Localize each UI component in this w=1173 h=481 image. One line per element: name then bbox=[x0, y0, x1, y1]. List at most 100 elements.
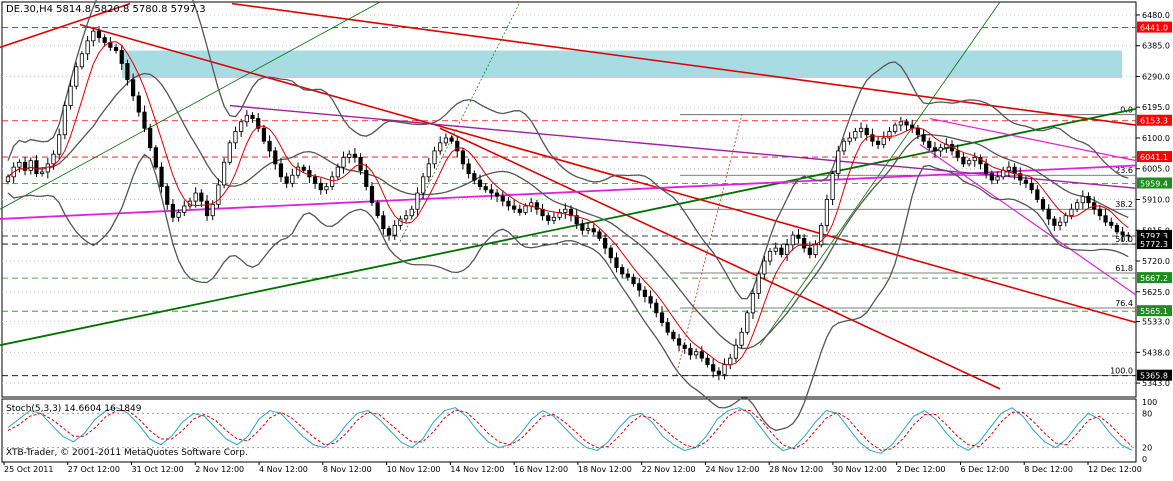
fib-level-label: 61.8 bbox=[1115, 264, 1133, 273]
candle-body bbox=[927, 140, 932, 149]
price-tag-box bbox=[1137, 229, 1172, 241]
candle-body bbox=[1080, 195, 1085, 204]
candle bbox=[284, 172, 289, 188]
candle bbox=[1120, 227, 1125, 242]
trend-line bbox=[759, 1, 1001, 346]
candle-body bbox=[347, 153, 352, 158]
candle bbox=[489, 183, 494, 200]
candle-body bbox=[227, 142, 232, 163]
price-tag-box bbox=[1137, 369, 1172, 381]
candle-body bbox=[523, 205, 528, 213]
candle bbox=[432, 146, 437, 169]
candle-body bbox=[256, 118, 261, 129]
price-tick-label: 6005.0 bbox=[1142, 165, 1170, 174]
candle bbox=[1040, 196, 1046, 212]
candle-body bbox=[176, 212, 181, 218]
candle-body bbox=[676, 338, 682, 346]
candle-body bbox=[557, 212, 562, 218]
bb-upper bbox=[7, 0, 1129, 300]
candle bbox=[301, 164, 306, 173]
price-tick-label: 5533.0 bbox=[1142, 318, 1170, 327]
trend-line bbox=[79, 23, 1137, 324]
candle bbox=[568, 205, 574, 222]
candle-body bbox=[858, 127, 864, 132]
candle-body bbox=[472, 173, 477, 181]
candle-body bbox=[802, 237, 807, 249]
candle-body bbox=[244, 114, 249, 123]
price-tag-box bbox=[1137, 238, 1172, 250]
candle bbox=[1035, 185, 1040, 203]
candle-body bbox=[91, 30, 96, 42]
candle-body bbox=[597, 231, 602, 239]
candle bbox=[580, 219, 585, 235]
candle bbox=[477, 174, 483, 191]
candle bbox=[438, 136, 443, 155]
candle bbox=[1018, 167, 1023, 186]
price-tag-label: 5797.3 bbox=[1140, 232, 1168, 241]
candle-body bbox=[131, 79, 136, 97]
price-tag: 5959.4 bbox=[1137, 177, 1172, 189]
candle bbox=[113, 43, 119, 54]
candle bbox=[392, 220, 397, 240]
candle bbox=[722, 358, 727, 380]
candle bbox=[682, 342, 687, 354]
time-tick-label: 22 Nov 12:00 bbox=[642, 465, 696, 474]
candle bbox=[415, 187, 420, 216]
candle bbox=[1080, 190, 1085, 210]
candle bbox=[1006, 161, 1011, 177]
candle-body bbox=[682, 344, 687, 349]
candle bbox=[824, 194, 830, 232]
candle-body bbox=[449, 137, 454, 142]
candle bbox=[148, 123, 153, 151]
price-tick-label: 6195.0 bbox=[1142, 103, 1170, 112]
candle bbox=[574, 209, 579, 229]
candle bbox=[74, 62, 79, 90]
candle bbox=[841, 137, 847, 156]
fib-level-label: 23.6 bbox=[1115, 166, 1133, 175]
candle bbox=[233, 126, 238, 149]
price-tick-label: 6480.0 bbox=[1142, 11, 1170, 20]
price-tag-label: 5667.2 bbox=[1140, 274, 1168, 283]
candle bbox=[546, 212, 551, 225]
candle bbox=[756, 271, 761, 299]
candle bbox=[665, 318, 670, 336]
candle bbox=[324, 183, 329, 194]
candle-body bbox=[261, 127, 267, 142]
candle bbox=[938, 143, 943, 157]
time-axis: 25 Oct 2011 27 Oct 12:00 31 Oct 12:00 2 Nov… bbox=[3, 462, 1142, 474]
candle bbox=[631, 273, 636, 287]
trend-line bbox=[0, 164, 1137, 220]
ma-line bbox=[7, 41, 1129, 366]
candle-body bbox=[119, 50, 124, 64]
stoch-tick-label: 0 bbox=[1142, 455, 1147, 464]
candle bbox=[421, 172, 426, 199]
time-tick-label: 31 Oct 12:00 bbox=[132, 465, 184, 474]
trend-line bbox=[919, 143, 1137, 296]
candle bbox=[597, 229, 602, 241]
candle-body bbox=[716, 370, 721, 375]
candle-body bbox=[489, 189, 494, 194]
candle bbox=[165, 183, 170, 210]
candle bbox=[563, 203, 568, 219]
trend-line bbox=[929, 117, 1137, 162]
price-axis: 6480.0 6385.0 6290.0 6195.0 6100.0 6005.0 5910… bbox=[1136, 11, 1170, 388]
candle bbox=[500, 190, 505, 207]
candle-body bbox=[688, 348, 693, 356]
candle bbox=[267, 135, 272, 158]
candle-body bbox=[773, 247, 778, 252]
candle bbox=[591, 224, 596, 236]
candle-body bbox=[153, 147, 158, 168]
candle-body bbox=[142, 111, 147, 129]
candle bbox=[699, 346, 704, 362]
time-tick-label: 8 Dec 12:00 bbox=[1024, 465, 1073, 474]
candle bbox=[136, 91, 141, 117]
candle-body bbox=[415, 192, 420, 210]
candle-body bbox=[159, 166, 164, 187]
trend-line bbox=[399, 1, 521, 242]
candlesticks bbox=[5, 25, 1131, 381]
candle-body bbox=[625, 273, 630, 278]
copyright-footer: XTB-Trader, © 2001-2011 MetaQuotes Softw… bbox=[6, 448, 248, 458]
time-tick-label: 30 Nov 12:00 bbox=[833, 465, 887, 474]
candle-body bbox=[216, 184, 221, 205]
